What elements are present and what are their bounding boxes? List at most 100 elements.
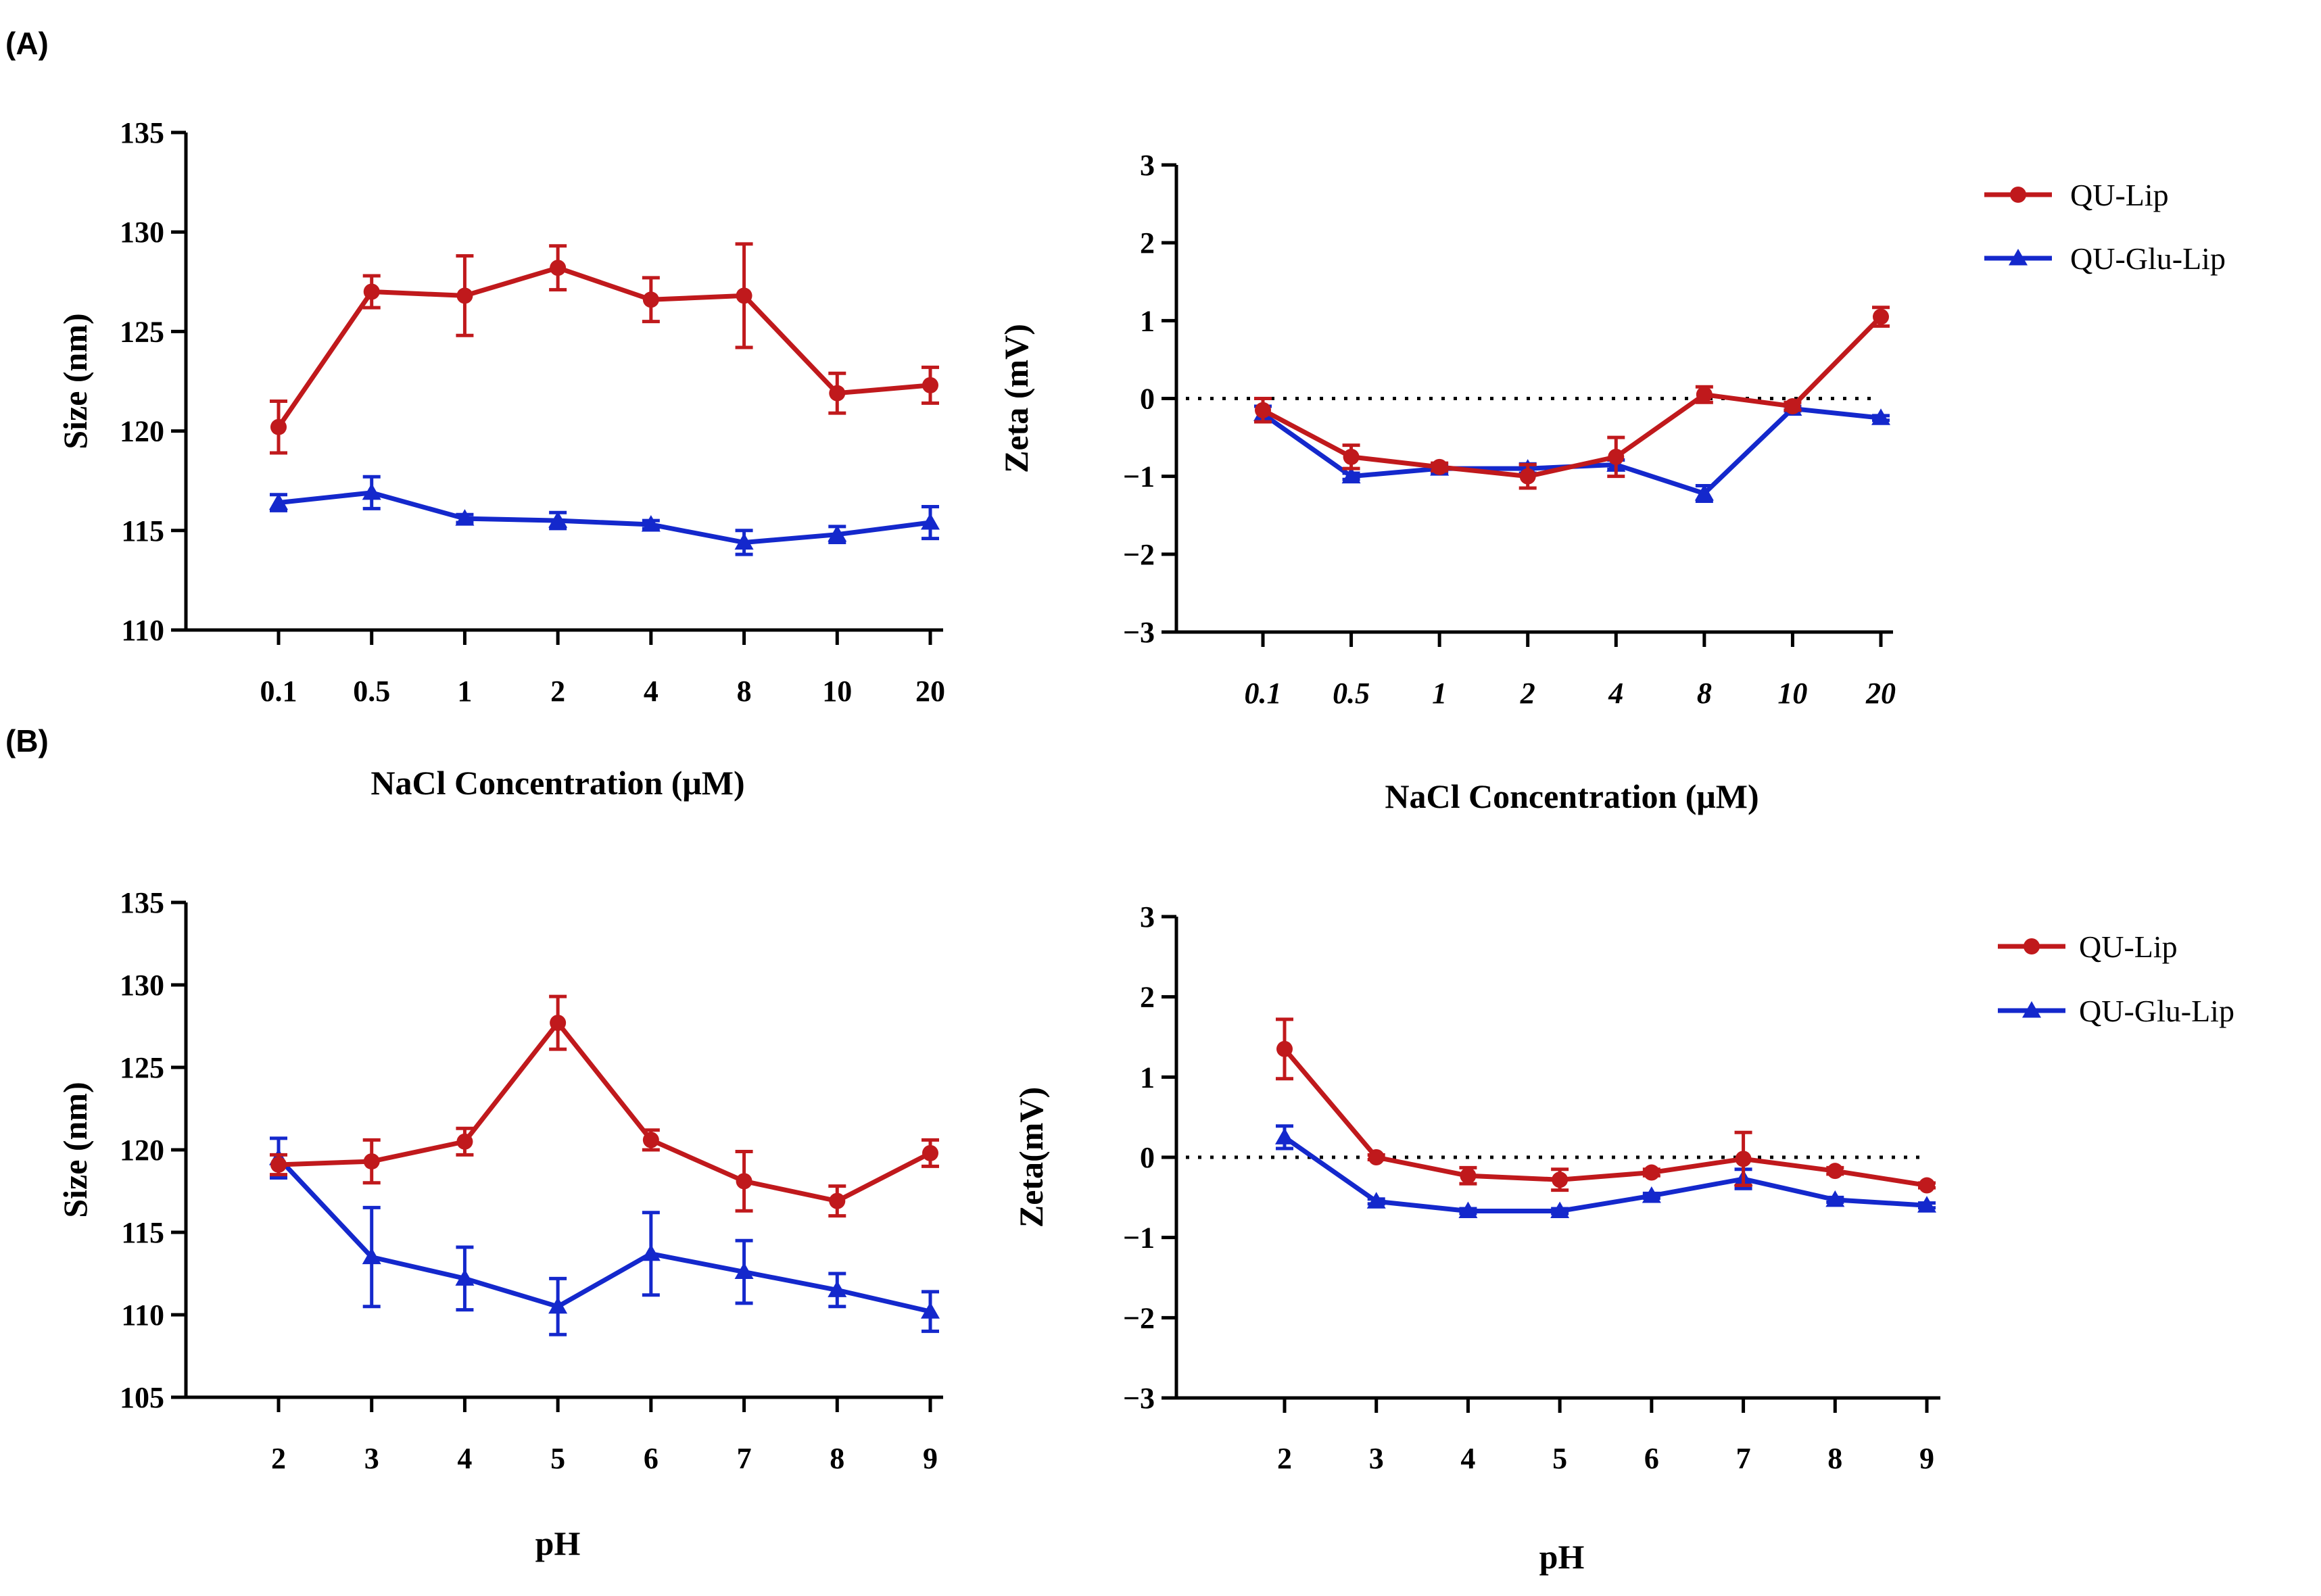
- data-point: [1917, 1196, 1936, 1213]
- x-tick-label: 8: [1697, 677, 1712, 710]
- data-point: [548, 511, 568, 528]
- data-point: [1608, 448, 1625, 465]
- chart-A-zeta: −3 −2 −1 0 1 2 3 0.1 0.5 1 2 4 8 10 20 NaCl Concentrati…: [997, 149, 2226, 815]
- data-point: [1255, 402, 1271, 418]
- legend-label: QU-Lip: [2079, 929, 2178, 964]
- legend-label: QU-Glu-Lip: [2079, 994, 2234, 1028]
- x-tick-label: 6: [1644, 1442, 1659, 1475]
- data-point: [1871, 408, 1890, 425]
- y-tick-label: 110: [121, 614, 164, 647]
- data-point: [1552, 1171, 1569, 1188]
- legend: QU-Lip QU-Glu-Lip: [1998, 929, 2234, 1028]
- y-tick-label: 0: [1140, 383, 1155, 416]
- y-axis-title: Zeta (mV): [997, 324, 1035, 473]
- x-tick-label: 8: [1827, 1442, 1842, 1475]
- data-point: [1694, 484, 1714, 501]
- data-point: [921, 513, 940, 530]
- data-point: [1827, 1163, 1844, 1180]
- y-tick-label: 135: [120, 886, 164, 919]
- data-point: [641, 514, 661, 532]
- x-tick-label: 4: [1460, 1442, 1475, 1475]
- data-point: [1643, 1164, 1660, 1181]
- series-qu-lip: [1254, 306, 1890, 490]
- y-tick-label: 0: [1140, 1141, 1155, 1174]
- chart-B-size: 105 110 115 120 125 130 135 2 3 4 5 6 7 8 9 pH Size (nm): [56, 886, 943, 1562]
- data-point: [1784, 398, 1801, 415]
- series-qu-lip: [1276, 1017, 1936, 1194]
- x-tick-label: 5: [550, 1442, 565, 1475]
- chart-A-size: 110 115 120 125 130 135 0.1 0.5 1 2 4 8 10 20 NaCl Con…: [56, 116, 945, 802]
- y-tick-label: 125: [120, 315, 164, 348]
- series-qu-lip: [270, 242, 939, 455]
- data-point: [828, 525, 847, 542]
- data-point: [1366, 1192, 1386, 1209]
- series-line: [278, 1020, 932, 1204]
- y-tick-label: 115: [121, 1216, 164, 1249]
- y-tick-label: 1: [1140, 1061, 1155, 1094]
- series-line: [1262, 315, 1883, 479]
- series-line: [1283, 1135, 1928, 1214]
- data-point: [548, 1297, 568, 1314]
- y-tick-label: 130: [120, 969, 164, 1002]
- y-tick-label: 3: [1140, 900, 1155, 934]
- legend: QU-Lip QU-Glu-Lip: [1984, 178, 2226, 276]
- x-tick-label: 9: [1919, 1442, 1934, 1475]
- data-point: [1458, 1201, 1478, 1219]
- data-point: [1343, 448, 1360, 465]
- data-point: [829, 1192, 846, 1209]
- data-point: [1276, 1040, 1293, 1057]
- y-tick-label: 120: [120, 415, 164, 448]
- x-tick-label: 1: [1432, 677, 1447, 710]
- data-point: [362, 483, 381, 500]
- data-point: [922, 1144, 938, 1161]
- x-tick-label: 7: [1736, 1442, 1751, 1475]
- x-axis-title: NaCl Concentration (μM): [1385, 777, 1758, 815]
- data-point: [363, 283, 380, 300]
- data-point: [269, 493, 288, 510]
- x-tick-label: 3: [364, 1442, 379, 1475]
- legend-marker: [2022, 1001, 2041, 1018]
- y-tick-label: −3: [1123, 1382, 1155, 1415]
- series-line: [277, 1156, 931, 1314]
- legend-marker: [2009, 249, 2028, 266]
- y-tick-label: 115: [121, 514, 164, 548]
- data-point: [1919, 1177, 1935, 1194]
- y-tick-label: 2: [1140, 981, 1155, 1014]
- x-tick-label: 0.5: [353, 675, 390, 708]
- x-tick-label: 4: [1608, 677, 1623, 710]
- x-tick-label: 2: [1277, 1442, 1292, 1475]
- data-point: [734, 533, 754, 550]
- series-qu-lip: [270, 994, 939, 1218]
- x-tick-label: 10: [1777, 677, 1807, 710]
- data-point: [734, 1262, 754, 1280]
- x-tick-label: 1: [457, 675, 472, 708]
- x-tick-label: 8: [737, 675, 752, 708]
- x-tick-label: 5: [1552, 1442, 1567, 1475]
- legend-label: QU-Glu-Lip: [2070, 241, 2226, 276]
- y-tick-label: 120: [120, 1134, 164, 1167]
- x-tick-label: 4: [644, 675, 659, 708]
- y-axis-title: Zeta(mV): [1012, 1087, 1050, 1228]
- x-tick-label: 2: [1520, 677, 1535, 710]
- data-point: [362, 1247, 381, 1265]
- data-point: [1550, 1201, 1570, 1219]
- data-point: [550, 1015, 567, 1032]
- y-tick-label: −2: [1123, 1301, 1155, 1334]
- x-tick-label: 0.1: [1245, 677, 1282, 710]
- data-point: [455, 509, 475, 526]
- x-tick-label: 2: [550, 675, 565, 708]
- data-point: [829, 385, 846, 402]
- data-point: [550, 260, 567, 276]
- data-point: [1873, 308, 1889, 325]
- data-point: [828, 1280, 847, 1297]
- data-point: [456, 1133, 473, 1150]
- panel-label-b: (B): [5, 723, 49, 758]
- x-tick-label: 9: [923, 1442, 938, 1475]
- x-tick-label: 20: [1865, 677, 1896, 710]
- x-tick-label: 6: [644, 1442, 659, 1475]
- y-tick-label: 3: [1140, 149, 1155, 182]
- x-tick-label: 7: [737, 1442, 752, 1475]
- series-line: [277, 265, 931, 429]
- data-point: [363, 1153, 380, 1170]
- data-point: [1642, 1186, 1661, 1203]
